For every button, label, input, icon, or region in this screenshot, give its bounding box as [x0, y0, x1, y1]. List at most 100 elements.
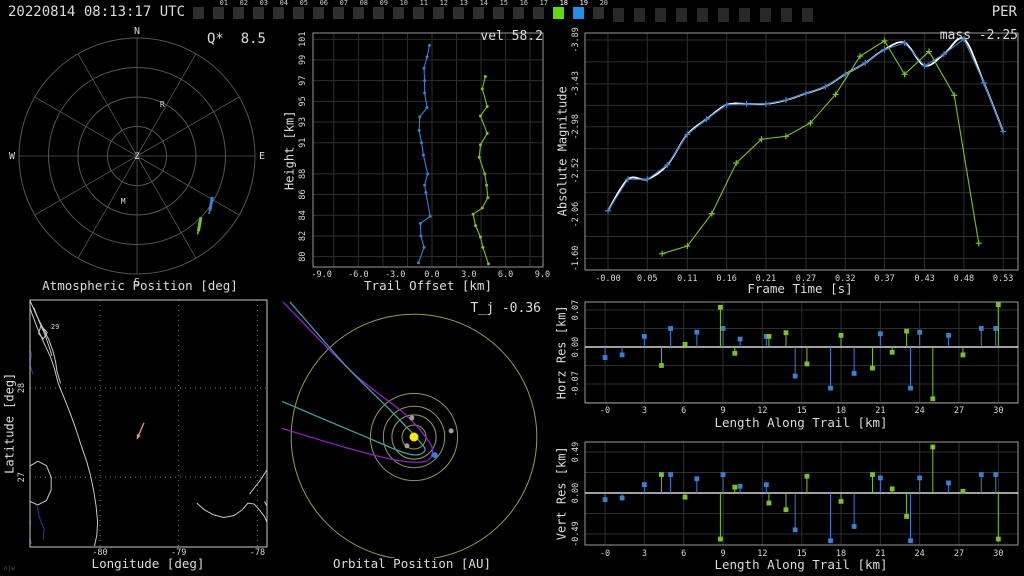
frame-square[interactable]: [697, 8, 708, 22]
frame-thumb-blank[interactable]: [193, 0, 204, 26]
svg-text:30: 30: [993, 549, 1003, 559]
frame-thumb-08[interactable]: 08: [353, 0, 368, 26]
frame-square[interactable]: [433, 7, 444, 19]
frame-thumb-17[interactable]: 17: [533, 0, 548, 26]
frame-thumb-13[interactable]: 13: [453, 0, 468, 26]
frame-square[interactable]: [655, 8, 666, 22]
frame-thumb-03[interactable]: 03: [253, 0, 268, 26]
frame-thumb-blank[interactable]: [634, 0, 645, 26]
frame-square[interactable]: [213, 7, 224, 19]
frame-square[interactable]: [718, 8, 729, 22]
frame-square[interactable]: [233, 7, 244, 19]
frame-thumb-blank[interactable]: [718, 0, 729, 26]
frame-thumb-09[interactable]: 09: [373, 0, 388, 26]
frame-film-strip: 01 02 03 04 05 06 07 08 09 10 11 12 13 14 15 16 17 18 19 20: [193, 0, 823, 28]
frame-thumb-blank[interactable]: [781, 0, 792, 26]
frame-thumb-07[interactable]: 07: [333, 0, 348, 26]
frame-thumb-02[interactable]: 02: [233, 0, 248, 26]
venus-dot: [409, 415, 415, 421]
svg-text:-1.60: -1.60: [571, 246, 581, 272]
frame-thumb-18[interactable]: 18: [553, 0, 568, 26]
frame-square[interactable]: [273, 7, 284, 19]
frame-square[interactable]: [593, 7, 604, 19]
timestamp: 20220814 08:13:17 UTC: [8, 4, 186, 20]
frame-square[interactable]: [781, 8, 792, 22]
frame-thumb-04[interactable]: 04: [273, 0, 288, 26]
frame-square[interactable]: [413, 7, 424, 19]
frame-square[interactable]: [533, 7, 544, 19]
frame-thumb-blank[interactable]: [613, 0, 624, 26]
frame-thumb-05[interactable]: 05: [293, 0, 308, 26]
frame-square[interactable]: [634, 8, 645, 22]
frame-square[interactable]: [553, 7, 564, 19]
svg-text:0.05: 0.05: [637, 274, 657, 284]
frame-square[interactable]: [676, 8, 687, 22]
frame-thumb-14[interactable]: 14: [473, 0, 488, 26]
svg-text:-0: -0: [600, 549, 610, 559]
frame-thumb-11[interactable]: 11: [413, 0, 428, 26]
frame-thumb-label: 10: [399, 0, 408, 7]
svg-text:R: R: [160, 100, 165, 109]
svg-text:27: 27: [17, 472, 27, 482]
svg-text:-2.98: -2.98: [571, 114, 581, 140]
frame-square[interactable]: [473, 7, 484, 19]
frame-square[interactable]: [513, 7, 524, 19]
svg-text:3: 3: [642, 549, 647, 559]
svg-text:28: 28: [17, 383, 27, 393]
svg-text:95: 95: [298, 96, 308, 106]
orbital-position-chart: [282, 301, 538, 558]
frame-thumb-blank[interactable]: [760, 0, 771, 26]
frame-thumb-06[interactable]: 06: [313, 0, 328, 26]
frame-thumb-blank[interactable]: [739, 0, 750, 26]
frame-square[interactable]: [453, 7, 464, 19]
svg-text:21: 21: [875, 406, 885, 416]
frame-square[interactable]: [613, 8, 624, 22]
frame-square[interactable]: [393, 7, 404, 19]
svg-text:12: 12: [757, 549, 767, 559]
frame-thumb-blank[interactable]: [697, 0, 708, 26]
frame-square[interactable]: [253, 7, 264, 19]
frame-square[interactable]: [373, 7, 384, 19]
frame-square[interactable]: [493, 7, 504, 19]
frame-thumb-label: 14: [479, 0, 488, 7]
frame-thumb-16[interactable]: 16: [513, 0, 528, 26]
frame-square[interactable]: [293, 7, 304, 19]
frame-thumb-12[interactable]: 12: [433, 0, 448, 26]
frame-square[interactable]: [760, 8, 771, 22]
vert-res-xlabel: Length Along Trail [km]: [714, 557, 888, 572]
svg-text:15: 15: [797, 406, 807, 416]
frame-square[interactable]: [802, 8, 813, 22]
frame-thumb-01[interactable]: 01: [213, 0, 228, 26]
svg-text:80: 80: [298, 252, 308, 262]
mass-annotation: mass -2.25: [939, 28, 1018, 43]
frame-square[interactable]: [573, 7, 584, 19]
svg-text:18: 18: [836, 406, 846, 416]
frame-thumb-blank[interactable]: [676, 0, 687, 26]
svg-text:91: 91: [298, 138, 308, 148]
frame-square[interactable]: [193, 7, 204, 19]
sun-dot: [409, 432, 419, 442]
frame-thumb-blank[interactable]: [655, 0, 666, 26]
frame-thumb-blank[interactable]: [802, 0, 813, 26]
svg-text:6: 6: [681, 549, 686, 559]
frame-thumb-10[interactable]: 10: [393, 0, 408, 26]
frame-thumb-19[interactable]: 19: [573, 0, 588, 26]
frame-thumb-20[interactable]: 20: [593, 0, 608, 26]
frame-thumb-label: 08: [359, 0, 368, 7]
svg-text:Z: Z: [134, 152, 140, 162]
frame-thumb-15[interactable]: 15: [493, 0, 508, 26]
frame-square[interactable]: [353, 7, 364, 19]
svg-text:0.53: 0.53: [993, 274, 1013, 284]
ground-track-map-chart: 29 -80 -79 -78 28 27: [17, 299, 268, 558]
frame-thumb-label: 12: [439, 0, 448, 7]
svg-text:-2.52: -2.52: [571, 158, 581, 184]
mercury-dot: [404, 443, 410, 449]
horz-res-ylabel: Horz Res [km]: [554, 305, 569, 400]
svg-text:0.16: 0.16: [716, 274, 736, 284]
svg-text:15: 15: [797, 549, 807, 559]
frame-square[interactable]: [739, 8, 750, 22]
svg-text:0.00: 0.00: [571, 337, 581, 357]
frame-square[interactable]: [333, 7, 344, 19]
svg-text:27: 27: [954, 406, 964, 416]
frame-square[interactable]: [313, 7, 324, 19]
